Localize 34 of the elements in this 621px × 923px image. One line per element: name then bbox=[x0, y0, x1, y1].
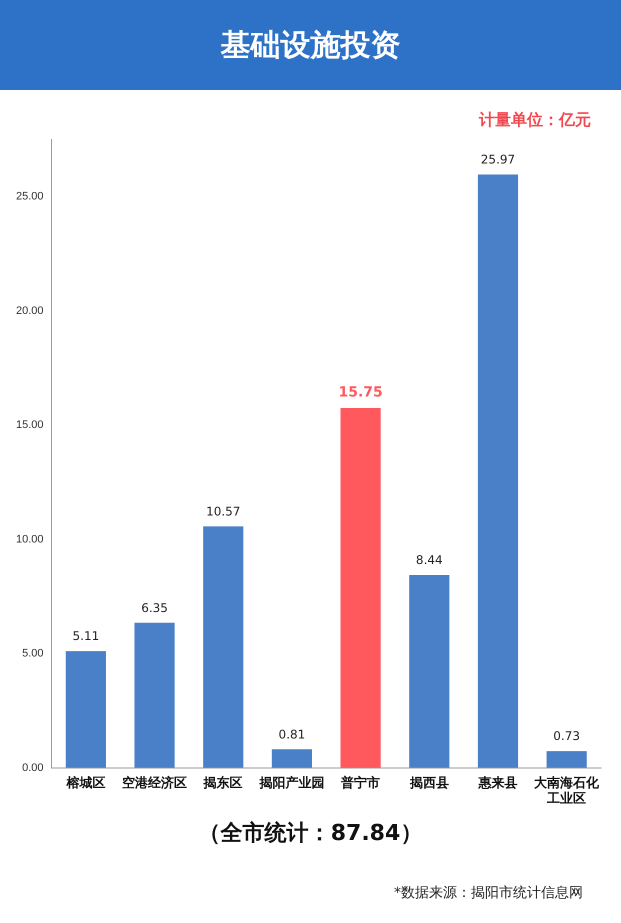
data-label: 15.75 bbox=[338, 384, 383, 401]
data-label: 5.11 bbox=[72, 629, 100, 644]
x-tick-label: 普宁市 bbox=[340, 774, 380, 791]
x-tick-label: 揭西县 bbox=[408, 776, 449, 791]
y-tick-label: 15.00 bbox=[16, 419, 44, 432]
text: （全市统计：87.84） bbox=[198, 820, 424, 848]
x-tick-label: 揭东区 bbox=[202, 774, 243, 791]
text: 计量单位：亿元 bbox=[479, 110, 591, 131]
data-label: 8.44 bbox=[416, 553, 443, 568]
y-tick-label: 20.00 bbox=[16, 304, 44, 317]
x-tick-label: 惠来县 bbox=[477, 774, 518, 791]
y-tick-label: 10.00 bbox=[16, 533, 44, 546]
bar bbox=[66, 651, 106, 768]
x-tick-label: 榕城区 bbox=[65, 774, 106, 791]
data-label: 0.73 bbox=[553, 729, 580, 744]
chart-title: 基础设施投资 bbox=[0, 0, 621, 90]
bar bbox=[203, 526, 244, 768]
bar bbox=[340, 408, 381, 768]
bar bbox=[478, 174, 518, 768]
data-label: 6.35 bbox=[141, 600, 168, 615]
bar bbox=[272, 749, 312, 768]
text: *数据来源：揭阳市统计信息网 bbox=[394, 884, 583, 902]
y-tick-label: 5.00 bbox=[22, 648, 44, 660]
y-tick-label: 0.00 bbox=[22, 762, 44, 774]
data-label: 0.81 bbox=[278, 727, 306, 742]
y-tick-label: 25.00 bbox=[16, 190, 44, 203]
x-tick-label: 大南海石化工业区 bbox=[534, 776, 600, 807]
data-label: 25.97 bbox=[480, 152, 516, 167]
bar bbox=[409, 575, 450, 768]
bar bbox=[134, 622, 175, 768]
x-tick-label: 空港经济区 bbox=[122, 774, 188, 791]
x-tick-label: 揭阳产业园 bbox=[258, 774, 324, 791]
data-label: 10.57 bbox=[206, 504, 240, 518]
bar bbox=[546, 751, 587, 768]
